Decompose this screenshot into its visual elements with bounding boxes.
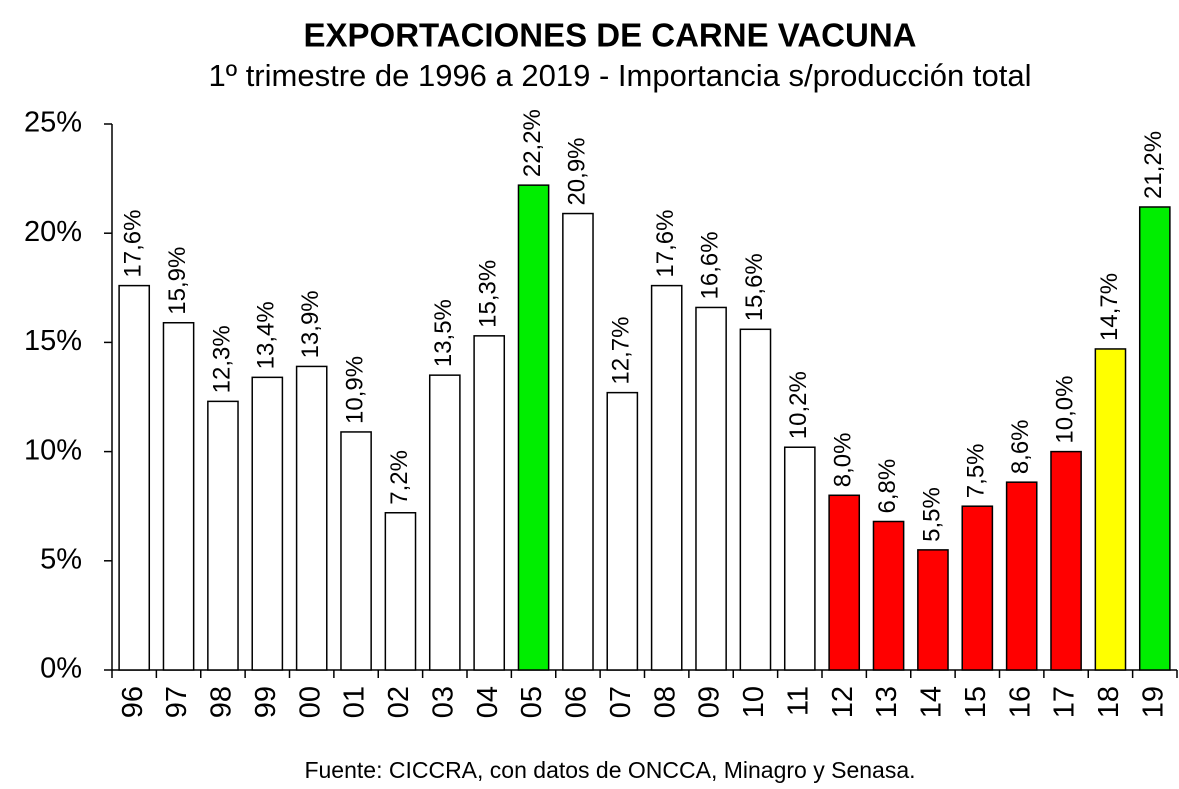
bar	[1005, 481, 1038, 671]
value-label: 13,4%	[253, 301, 280, 369]
x-tick-label: 07	[605, 686, 637, 718]
x-tick-label: 00	[294, 686, 326, 718]
chart-title: EXPORTACIONES DE CARNE VACUNA	[304, 17, 917, 54]
x-tick-label: 09	[694, 686, 726, 718]
value-label: 22,2%	[519, 109, 546, 177]
bar	[1138, 206, 1171, 671]
value-label: 16,6%	[696, 231, 723, 299]
bar	[162, 321, 195, 671]
value-label: 13,9%	[297, 290, 324, 358]
bar	[828, 494, 861, 671]
value-label: 21,2%	[1140, 131, 1167, 199]
bar	[384, 512, 417, 671]
y-tick-label: 0%	[40, 653, 82, 685]
bar	[1094, 348, 1127, 671]
y-tick-label: 20%	[24, 216, 82, 248]
bar	[606, 391, 639, 671]
value-label: 6,8%	[874, 459, 901, 514]
x-tick-label: 19	[1137, 686, 1169, 718]
bar	[428, 374, 461, 671]
x-tick-label: 16	[1004, 686, 1036, 718]
value-label: 15,9%	[164, 247, 191, 315]
x-tick-label: 01	[339, 686, 371, 718]
value-label: 14,7%	[1096, 273, 1123, 341]
value-label: 17,6%	[652, 210, 679, 278]
chart-subtitle: 1º trimestre de 1996 a 2019 - Importanci…	[209, 58, 1032, 93]
x-tick-label: 15	[960, 686, 992, 718]
value-label: 10,2%	[785, 371, 812, 439]
value-label: 8,0%	[830, 433, 857, 488]
x-tick-label: 14	[916, 686, 948, 718]
y-tick-label: 5%	[40, 543, 82, 575]
source-note: Fuente: CICCRA, con datos de ONCCA, Mina…	[304, 757, 915, 783]
y-tick-label: 25%	[24, 107, 82, 139]
value-label: 10,0%	[1051, 376, 1078, 444]
value-label: 7,5%	[963, 443, 990, 498]
x-tick-label: 10	[738, 686, 770, 718]
bar	[340, 431, 372, 671]
bar	[917, 549, 949, 671]
y-tick-label: 10%	[24, 434, 82, 466]
value-label: 7,2%	[386, 450, 413, 505]
bar	[562, 212, 594, 671]
value-label: 8,6%	[1007, 419, 1034, 474]
value-label: 10,9%	[341, 356, 368, 424]
value-label: 15,3%	[475, 260, 502, 328]
bar	[473, 335, 506, 671]
value-label: 5,5%	[918, 487, 945, 542]
bar	[783, 446, 816, 671]
bar	[207, 400, 239, 671]
bar	[295, 365, 328, 671]
bar	[695, 306, 727, 671]
x-tick-label: 99	[250, 686, 282, 718]
bar	[650, 284, 683, 671]
bar	[961, 505, 994, 671]
bar	[251, 376, 284, 671]
bar	[872, 520, 905, 671]
x-tick-label: 98	[206, 686, 238, 718]
value-label: 12,7%	[608, 317, 635, 385]
x-tick-label: 11	[782, 686, 814, 716]
y-tick-label: 15%	[24, 325, 82, 357]
value-label: 15,6%	[741, 253, 768, 321]
value-label: 20,9%	[563, 137, 590, 205]
x-tick-label: 17	[1049, 686, 1081, 718]
x-tick-label: 12	[827, 686, 859, 718]
x-tick-label: 13	[871, 686, 903, 718]
x-tick-label: 05	[516, 686, 548, 718]
x-tick-label: 96	[117, 686, 149, 718]
bar	[517, 184, 550, 671]
x-tick-label: 18	[1093, 686, 1125, 718]
value-label: 13,5%	[430, 299, 457, 367]
x-tick-label: 04	[472, 686, 504, 718]
value-label: 17,6%	[120, 210, 147, 278]
bar	[739, 328, 772, 671]
bar	[1050, 450, 1082, 671]
bar	[118, 284, 151, 671]
value-label: 12,3%	[208, 325, 235, 393]
x-tick-label: 06	[561, 686, 593, 718]
x-tick-label: 02	[383, 686, 415, 718]
x-tick-label: 08	[649, 686, 681, 718]
x-tick-label: 97	[161, 686, 193, 718]
x-tick-label: 03	[427, 686, 459, 718]
